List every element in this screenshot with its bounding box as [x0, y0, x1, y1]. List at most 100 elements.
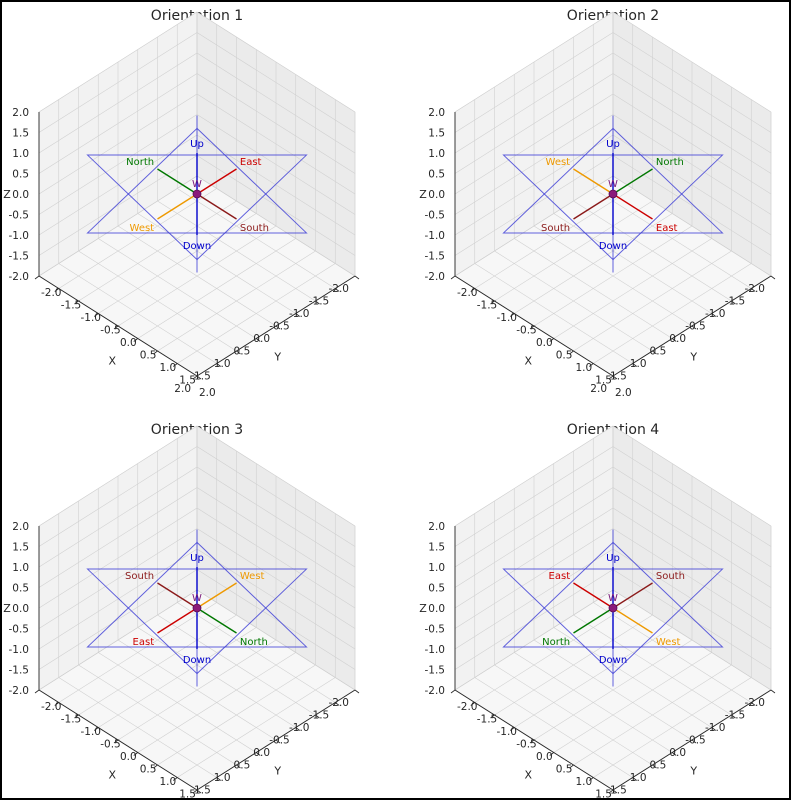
gridline: [157, 250, 316, 352]
y-tick: [751, 702, 756, 706]
y-tick-label: 0.0: [253, 333, 270, 345]
center-label: W: [608, 593, 618, 604]
x-tick-label: 0.5: [140, 764, 157, 776]
y-tick-label: 0.5: [650, 346, 667, 358]
gridline: [196, 52, 356, 154]
gridline: [137, 238, 296, 339]
y-axis-label: Y: [273, 351, 281, 364]
y-tick-label: 1.5: [194, 785, 211, 797]
gridlines: [38, 425, 356, 791]
gridline: [196, 466, 356, 568]
y-tick-label: -1.0: [705, 308, 726, 320]
gridline: [612, 487, 772, 588]
label-west: West: [240, 571, 265, 582]
y-tick-label: 2.0: [590, 797, 607, 798]
label-down: Down: [599, 655, 627, 666]
subplot-2: Orientation 2-2.02.0-2.0-1.51.5-1.5-1.01…: [419, 8, 776, 399]
y-tick-label: -1.5: [725, 710, 746, 722]
x-axis-label: X: [108, 769, 116, 782]
x-tick: [153, 764, 158, 769]
y-tick-label: 1.0: [630, 772, 647, 784]
gridline: [38, 73, 198, 174]
y-tick-label: 0.5: [234, 760, 251, 772]
gridline: [474, 677, 633, 778]
vector-north: [573, 607, 614, 634]
y-tick: [196, 375, 202, 380]
gridlines: [38, 11, 356, 377]
vector-south: [196, 193, 237, 220]
gridline: [533, 225, 693, 327]
z-tick-label: -1.5: [9, 251, 30, 263]
z-tick-label: -1.0: [9, 230, 30, 242]
gridline: [454, 11, 614, 113]
gridline: [612, 466, 772, 568]
label-east: East: [133, 637, 155, 648]
gridline: [196, 32, 356, 133]
y-tick-label: 1.0: [214, 358, 231, 370]
y-tick-label: -1.0: [705, 722, 726, 734]
z-tick-label: -1.5: [425, 251, 446, 263]
y-tick-label: -1.5: [309, 710, 330, 722]
gridline: [177, 677, 336, 778]
gridline: [157, 664, 316, 766]
z-tick-label: 0.5: [428, 583, 445, 595]
x-tick-label: 1.5: [595, 375, 612, 387]
subplot-4: Orientation 4-2.02.0-2.0-1.51.5-1.5-1.01…: [419, 422, 776, 798]
y-tick-label: -1.5: [725, 296, 746, 308]
z-tick-label: -1.0: [9, 644, 30, 656]
z-tick-label: 1.0: [12, 148, 29, 160]
center-point: [192, 603, 202, 613]
subplot-1: Orientation 1-2.02.0-2.0-1.51.5-1.5-1.01…: [3, 8, 360, 399]
y-tick: [612, 789, 618, 794]
y-tick: [315, 300, 320, 305]
gridline: [38, 466, 198, 568]
gridlines: [454, 425, 772, 791]
gridline: [38, 11, 198, 113]
x-tick: [133, 338, 138, 342]
x-axis-label: X: [108, 355, 116, 368]
x-tick: [34, 689, 40, 694]
y-tick: [711, 313, 716, 317]
gridline: [137, 652, 296, 753]
gridline: [573, 250, 732, 352]
x-tick-label: 0.5: [556, 350, 573, 362]
x-tick: [608, 789, 614, 794]
y-tick-label: 0.5: [650, 760, 667, 772]
label-down: Down: [183, 655, 211, 666]
gridline: [454, 487, 614, 588]
gridline: [612, 507, 772, 609]
y-tick-label: -2.0: [745, 283, 766, 295]
y-tick-label: -0.5: [685, 321, 706, 333]
z-tick-label: 2.0: [428, 107, 445, 119]
y-tick-label: -0.5: [685, 735, 706, 747]
gridline: [196, 425, 356, 527]
x-tick-label: 2.0: [199, 387, 216, 399]
x-tick: [113, 739, 119, 744]
x-tick: [192, 375, 198, 380]
x-tick: [490, 300, 495, 305]
y-tick-label: 1.5: [194, 371, 211, 383]
z-tick-label: 1.0: [12, 562, 29, 574]
z-tick-label: -1.5: [9, 665, 30, 677]
x-tick-label: 0.5: [556, 764, 573, 776]
x-tick: [94, 313, 99, 317]
label-south: South: [541, 223, 570, 234]
center-point: [608, 603, 618, 613]
label-north: North: [542, 637, 570, 648]
y-tick: [275, 325, 281, 330]
y-tick-label: 1.0: [630, 358, 647, 370]
gridline: [98, 238, 257, 339]
gridline: [38, 93, 198, 195]
x-tick: [549, 752, 554, 756]
z-axis-label: Z: [419, 602, 427, 615]
y-tick: [652, 764, 657, 769]
x-tick-label: 0.0: [120, 337, 137, 349]
vector-east: [612, 193, 653, 220]
gridline: [196, 507, 356, 609]
x-tick: [490, 714, 495, 719]
z-tick-label: 2.0: [428, 521, 445, 533]
y-tick-label: -2.0: [329, 283, 350, 295]
y-axis-label: Y: [273, 765, 281, 778]
vector-west: [196, 582, 237, 609]
